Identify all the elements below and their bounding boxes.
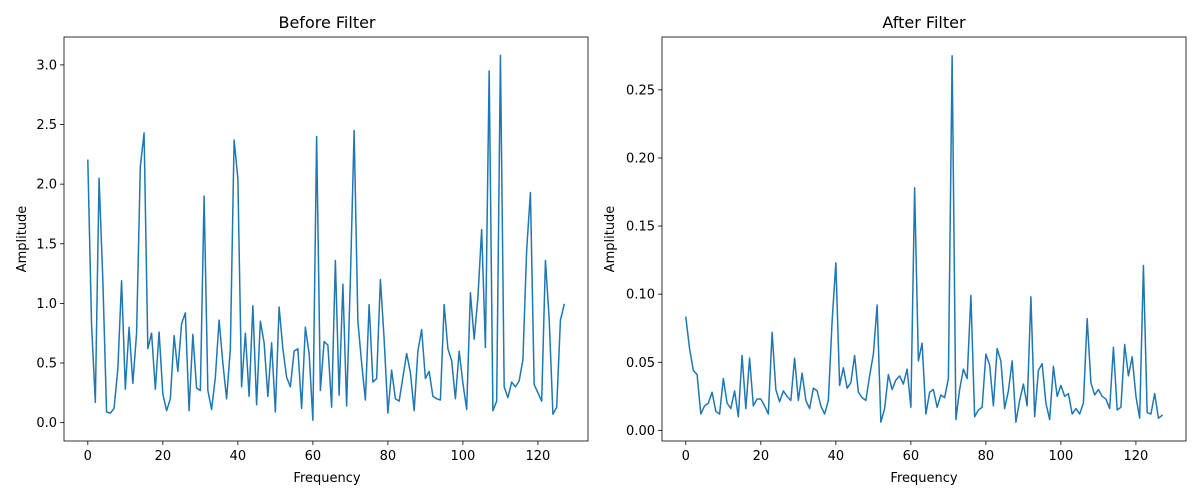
x-tick-label: 60 bbox=[903, 449, 920, 464]
x-axis-label: Frequency bbox=[293, 471, 360, 486]
x-tick-label: 100 bbox=[1048, 449, 1073, 464]
x-tick-label: 120 bbox=[526, 449, 551, 464]
plot-area bbox=[87, 54, 566, 421]
axes-frame bbox=[63, 36, 589, 442]
y-tick-label: 0.05 bbox=[626, 356, 655, 371]
y-tick-label: 1.0 bbox=[36, 297, 57, 312]
chart-after-filter: After Filter 0 20 40 60 80 100 120 0.00 0.05 0.1… bbox=[603, 13, 1187, 486]
x-axis-ticks: 0 20 40 60 80 100 120 bbox=[84, 441, 551, 464]
series-line bbox=[87, 54, 566, 421]
chart-before-filter: Before Filter 0 20 40 60 80 100 120 0.0 0.5 1.0 1… bbox=[15, 13, 589, 486]
chart-title: After Filter bbox=[882, 13, 966, 32]
x-tick-label: 20 bbox=[155, 449, 172, 464]
y-tick-label: 1.5 bbox=[36, 237, 57, 252]
x-tick-label: 40 bbox=[828, 449, 845, 464]
y-axis-label: Amplitude bbox=[15, 206, 30, 273]
y-tick-label: 0.15 bbox=[626, 220, 655, 235]
x-tick-label: 100 bbox=[450, 449, 475, 464]
y-axis-ticks: 0.00 0.05 0.10 0.15 0.20 0.25 bbox=[626, 83, 662, 439]
plot-area bbox=[684, 55, 1164, 423]
series-line bbox=[684, 55, 1164, 423]
x-tick-label: 20 bbox=[753, 449, 770, 464]
x-axis-label: Frequency bbox=[890, 471, 957, 486]
x-tick-label: 80 bbox=[978, 449, 995, 464]
y-tick-label: 0.00 bbox=[626, 424, 655, 439]
y-tick-label: 0.20 bbox=[626, 151, 655, 166]
x-tick-label: 60 bbox=[305, 449, 322, 464]
x-tick-label: 120 bbox=[1124, 449, 1149, 464]
y-tick-label: 0.10 bbox=[626, 288, 655, 303]
chart-title: Before Filter bbox=[278, 13, 375, 32]
y-axis-ticks: 0.0 0.5 1.0 1.5 2.0 2.5 3.0 bbox=[36, 58, 64, 431]
y-tick-label: 0.25 bbox=[626, 83, 655, 98]
y-tick-label: 3.0 bbox=[36, 58, 57, 73]
x-tick-label: 0 bbox=[84, 449, 92, 464]
y-tick-label: 2.0 bbox=[36, 178, 57, 193]
y-tick-label: 2.5 bbox=[36, 118, 57, 133]
x-tick-label: 0 bbox=[682, 449, 690, 464]
x-tick-label: 40 bbox=[230, 449, 247, 464]
x-axis-ticks: 0 20 40 60 80 100 120 bbox=[682, 441, 1149, 464]
axes-frame bbox=[661, 36, 1187, 442]
y-tick-label: 0.5 bbox=[36, 357, 57, 372]
y-tick-label: 0.0 bbox=[36, 416, 57, 431]
x-tick-label: 80 bbox=[380, 449, 397, 464]
y-axis-label: Amplitude bbox=[603, 206, 618, 273]
